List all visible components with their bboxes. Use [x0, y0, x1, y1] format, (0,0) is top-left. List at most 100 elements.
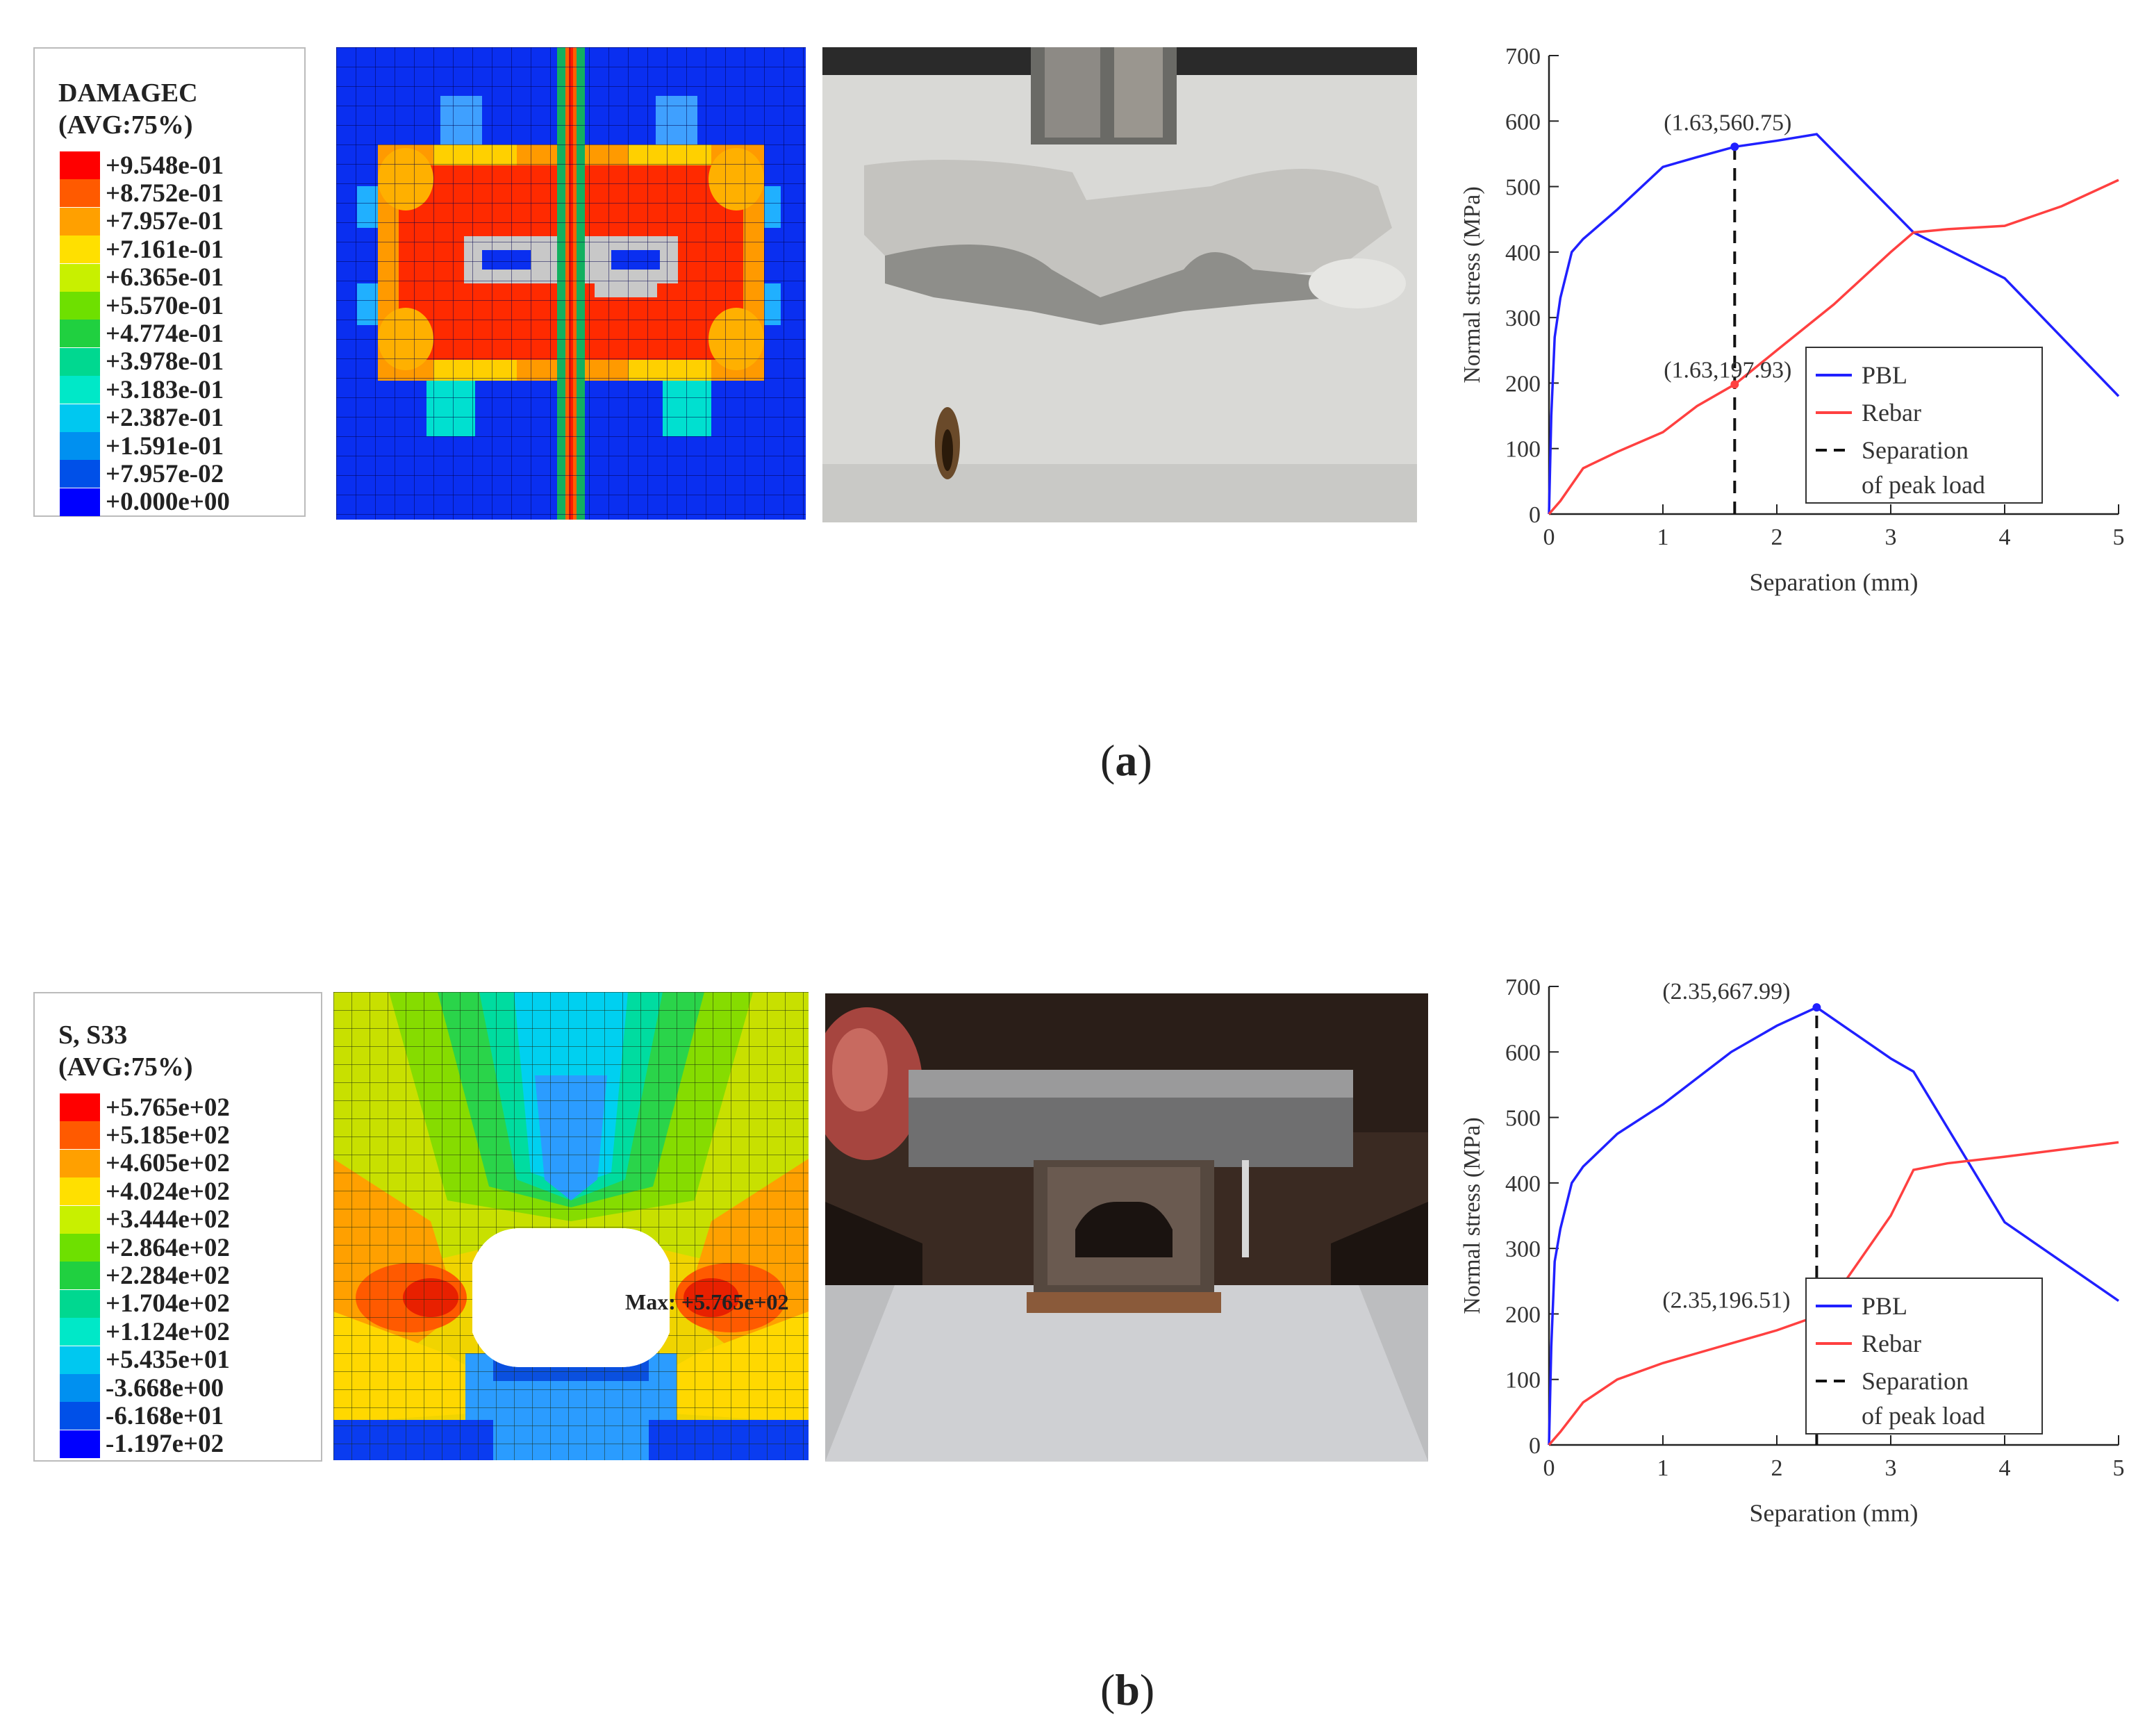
legend-value: +3.183e-01	[106, 375, 224, 404]
max-label: Max: +5.765e+02	[625, 1289, 789, 1314]
annotation-label: (1.63,560.75)	[1664, 110, 1791, 135]
legend-swatch	[60, 1177, 100, 1206]
legend-swatch	[60, 207, 100, 235]
legend-value: +2.387e-01	[106, 404, 224, 433]
legend-swatch	[60, 432, 100, 460]
x-tick-label: 4	[1999, 524, 2011, 550]
legend-swatch	[60, 347, 100, 376]
legend-value: +3.978e-01	[106, 347, 224, 377]
legend-row: +5.435e+01	[60, 1346, 230, 1374]
legend-row: +4.605e+02	[60, 1149, 230, 1177]
x-tick-label: 1	[1657, 524, 1669, 550]
caption-b-letter: b	[1115, 1665, 1140, 1714]
y-tick-label: 400	[1505, 240, 1541, 266]
chart-a: 0 100 200 300 400 500 600 700 0 1 2 3 4 5 Separation (…	[1431, 28, 2146, 625]
x-tick-label: 2	[1771, 1455, 1783, 1481]
legend-swatch	[60, 1262, 100, 1290]
legend-swatch	[60, 1289, 100, 1318]
legend-row: +5.765e+02	[60, 1093, 230, 1122]
test-photo-steel	[825, 993, 1428, 1462]
chart-legend-label: PBL	[1862, 361, 1907, 389]
legend-b-subtitle: (AVG:75%)	[58, 1052, 193, 1082]
chart-legend-label-line2: of peak load	[1862, 471, 1985, 499]
legend-b: S, S33 (AVG:75%) +5.765e+02 +5.185e+02 +4.…	[33, 992, 322, 1462]
legend-row: +0.000e+00	[60, 488, 230, 516]
legend-value: +3.444e+02	[106, 1205, 230, 1234]
chart-legend-box	[1805, 1278, 2043, 1435]
legend-value: -6.168e+01	[106, 1401, 224, 1430]
legend-row: +9.548e-01	[60, 151, 224, 180]
y-tick-label: 200	[1505, 1302, 1541, 1328]
y-tick-label: 500	[1505, 175, 1541, 201]
legend-swatch	[60, 488, 100, 516]
chart-legend-label-line2: of peak load	[1862, 1402, 1985, 1430]
legend-value: -1.197e+02	[106, 1430, 224, 1459]
y-tick-label: 600	[1505, 1040, 1541, 1066]
legend-swatch	[60, 1234, 100, 1262]
legend-row: +2.864e+02	[60, 1234, 230, 1262]
legend-swatch	[60, 1402, 100, 1430]
legend-row: +4.024e+02	[60, 1177, 230, 1206]
chart-legend-label: Rebar	[1862, 1330, 1921, 1357]
legend-value: +7.161e-01	[106, 235, 224, 264]
legend-swatch	[60, 1205, 100, 1234]
y-tick-label: 200	[1505, 371, 1541, 397]
y-axis-label: Normal stress (MPa)	[1459, 1117, 1485, 1314]
chart-legend-label: Separation	[1862, 436, 1969, 464]
legend-value: +7.957e-02	[106, 459, 224, 488]
legend-swatch	[60, 320, 100, 348]
legend-value: -3.668e+00	[106, 1373, 224, 1403]
chart-b-svg: 0 100 200 300 400 500 600 700 0 1 2 3 4 5 Separation (…	[1459, 975, 2125, 1527]
legend-row: +1.704e+02	[60, 1289, 230, 1318]
series-line-pbl	[1548, 133, 2120, 515]
legend-value: +4.774e-01	[106, 319, 224, 348]
x-tick-label: 3	[1885, 524, 1897, 550]
fe-stress-contour: Max: +5.765e+02	[333, 992, 809, 1460]
y-tick-label: 600	[1505, 109, 1541, 135]
chart-b: 0 100 200 300 400 500 600 700 0 1 2 3 4 5 Separation (…	[1431, 959, 2146, 1556]
caption-a-letter: a	[1115, 736, 1138, 785]
fe-damage-contour	[336, 47, 806, 520]
legend-row: +7.161e-01	[60, 235, 224, 264]
y-tick-label: 700	[1505, 975, 1541, 1000]
legend-swatch	[60, 1346, 100, 1374]
legend-row: +3.183e-01	[60, 376, 224, 404]
x-axis-label: Separation (mm)	[1750, 1499, 1919, 1527]
legend-swatch	[60, 376, 100, 404]
chart-legend-label: PBL	[1862, 1292, 1907, 1320]
y-tick-label: 100	[1505, 1368, 1541, 1394]
legend-swatch	[60, 151, 100, 179]
legend-row: +5.570e-01	[60, 292, 224, 320]
legend-row: +6.365e-01	[60, 263, 224, 292]
series-line-pbl	[1548, 1006, 2119, 1446]
legend-a-title: DAMAGEC	[58, 78, 198, 108]
legend-row: +3.444e+02	[60, 1205, 230, 1234]
legend-value: +4.024e+02	[106, 1177, 230, 1206]
legend-value: +7.957e-01	[106, 207, 224, 236]
legend-value: +5.435e+01	[106, 1346, 230, 1375]
legend-value: +5.765e+02	[106, 1093, 230, 1122]
series-line-rebar	[1548, 179, 2119, 515]
chart-legend-label: Separation	[1862, 1367, 1969, 1395]
chart-a-svg: 0 100 200 300 400 500 600 700 0 1 2 3 4 5 Separation (…	[1459, 44, 2125, 596]
legend-swatch	[60, 1374, 100, 1402]
y-tick-label: 300	[1505, 306, 1541, 331]
x-tick-label: 1	[1657, 1455, 1669, 1481]
annotation-label: (1.63,197.93)	[1664, 357, 1791, 383]
annotation-point	[1730, 142, 1739, 151]
legend-swatch	[60, 460, 100, 488]
series-line-rebar	[1548, 1141, 2119, 1446]
y-tick-label: 0	[1529, 1433, 1541, 1459]
legend-swatch	[60, 1093, 100, 1121]
legend-swatch	[60, 1430, 100, 1458]
legend-row: +7.957e-01	[60, 207, 224, 236]
legend-value: +0.000e+00	[106, 488, 230, 517]
legend-value: +2.864e+02	[106, 1233, 230, 1262]
legend-row: -1.197e+02	[60, 1430, 224, 1458]
y-tick-label: 400	[1505, 1171, 1541, 1197]
legend-row: +4.774e-01	[60, 319, 224, 348]
legend-swatch	[60, 1149, 100, 1177]
y-axis-label: Normal stress (MPa)	[1459, 186, 1485, 383]
legend-value: +5.185e+02	[106, 1121, 230, 1150]
legend-value: +1.591e-01	[106, 431, 224, 461]
